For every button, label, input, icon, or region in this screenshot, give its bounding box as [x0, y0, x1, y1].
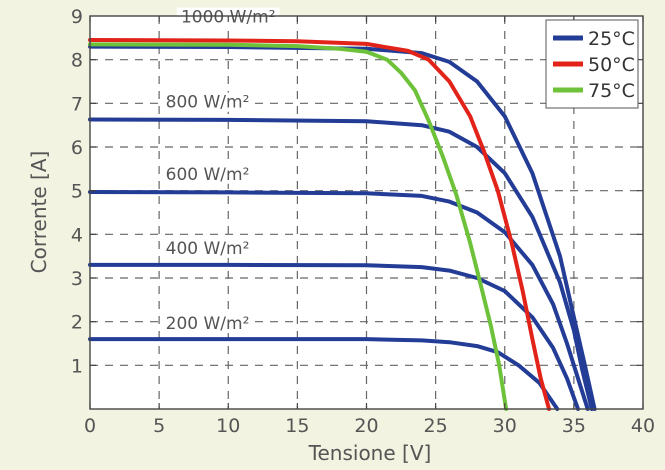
- x-tick-label: 40: [631, 415, 655, 437]
- x-tick-label: 30: [493, 415, 517, 437]
- irradiance-label-bg: [161, 92, 254, 112]
- axes-frame: [89, 15, 644, 410]
- y-tick-label: 2: [71, 312, 83, 334]
- legend-label: 50°C: [588, 54, 635, 76]
- x-tick-label: 25: [424, 415, 448, 437]
- legend: 25°C 50°C 75°C: [545, 19, 639, 109]
- y-tick-label: 6: [71, 137, 83, 159]
- y-tick-label: 3: [71, 268, 83, 290]
- x-tick-label: 15: [285, 415, 309, 437]
- legend-label: 25°C: [588, 28, 635, 50]
- x-tick-label: 10: [216, 415, 240, 437]
- y-tick-label: 1: [71, 355, 83, 377]
- x-tick-label: 20: [354, 415, 378, 437]
- x-axis-title: Tensione [V]: [308, 441, 432, 465]
- x-tick-label: 5: [153, 415, 165, 437]
- y-tick-label: 7: [71, 93, 83, 115]
- series-line: [88, 337, 560, 411]
- irradiance-label: 200 W/m²: [166, 314, 250, 334]
- legend-label: 75°C: [588, 80, 635, 102]
- irradiance-label-bg: [161, 164, 254, 184]
- irradiance-label: 400 W/m²: [166, 239, 250, 259]
- series-line: [88, 38, 551, 411]
- axes: 0 5 10 15 20 25 30 35 40 1 2 3 4 5 6 7 8 9: [71, 6, 655, 437]
- y-tick-label: 5: [71, 181, 83, 203]
- series-layer: [88, 38, 597, 411]
- series-line: [88, 117, 594, 411]
- y-tick-label: 9: [71, 6, 83, 28]
- x-tick-label: 35: [562, 415, 586, 437]
- y-tick-label: 4: [71, 224, 83, 246]
- irradiance-label-bg: [161, 314, 254, 334]
- irradiance-label-bg: [161, 238, 254, 258]
- y-tick-label: 8: [71, 50, 83, 72]
- series-line: [88, 190, 590, 411]
- y-axis-title: Corrente [A]: [27, 151, 51, 274]
- x-tick-label: 0: [84, 415, 96, 437]
- irradiance-label: 600 W/m²: [166, 165, 250, 185]
- irradiance-label: 800 W/m²: [166, 93, 250, 113]
- series-line: [88, 42, 509, 411]
